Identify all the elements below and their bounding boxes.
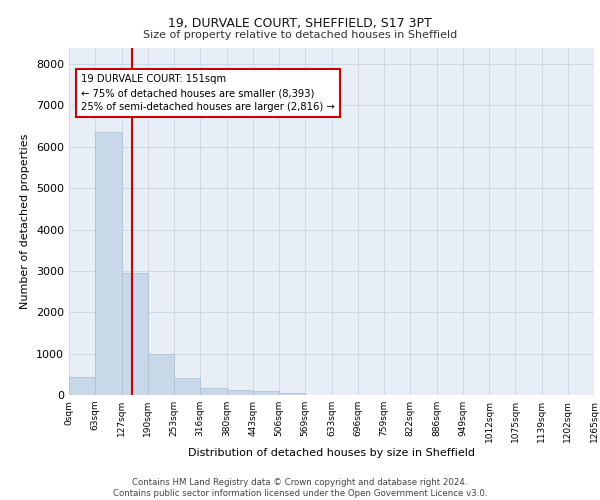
- Bar: [69, 377, 95, 395]
- Bar: [253, 392, 279, 395]
- Text: Size of property relative to detached houses in Sheffield: Size of property relative to detached ho…: [143, 30, 457, 40]
- Bar: [200, 388, 227, 395]
- Text: Contains HM Land Registry data © Crown copyright and database right 2024.
Contai: Contains HM Land Registry data © Crown c…: [113, 478, 487, 498]
- Bar: [227, 390, 253, 395]
- X-axis label: Distribution of detached houses by size in Sheffield: Distribution of detached houses by size …: [188, 448, 475, 458]
- Text: 19 DURVALE COURT: 151sqm
← 75% of detached houses are smaller (8,393)
25% of sem: 19 DURVALE COURT: 151sqm ← 75% of detach…: [82, 74, 335, 112]
- Bar: [148, 354, 174, 395]
- Bar: [279, 393, 305, 395]
- Bar: [95, 132, 122, 395]
- Bar: [122, 273, 148, 395]
- Y-axis label: Number of detached properties: Number of detached properties: [20, 134, 31, 309]
- Bar: [174, 378, 200, 395]
- Text: 19, DURVALE COURT, SHEFFIELD, S17 3PT: 19, DURVALE COURT, SHEFFIELD, S17 3PT: [168, 18, 432, 30]
